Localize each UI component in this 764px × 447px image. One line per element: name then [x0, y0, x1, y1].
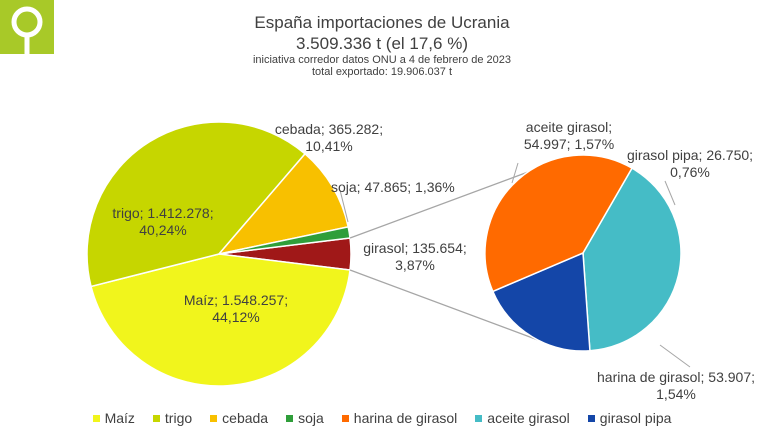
legend-label: soja	[298, 410, 324, 426]
legend-label: cebada	[222, 410, 269, 426]
leader-line-soja	[339, 189, 349, 223]
leader-line-aceite-girasol	[511, 162, 519, 184]
legend: Maíz trigo cebada soja harina de girasol acei…	[0, 410, 764, 426]
legend-label: harina de girasol	[353, 410, 458, 426]
legend-swatch	[210, 414, 218, 422]
legend-swatch	[286, 414, 294, 422]
legend-item-aceite-girasol: aceite girasol	[475, 410, 570, 426]
logo-icon	[11, 6, 43, 54]
legend-item-harina-de-girasol: harina de girasol	[341, 410, 458, 426]
legend-label: Maíz	[104, 410, 135, 426]
slice-maiz	[90, 253, 351, 387]
data-label-girasol: girasol; 135.654; 3,87%	[363, 240, 467, 273]
legend-item-maiz: Maíz	[92, 410, 135, 426]
legend-item-girasol-pipa: girasol pipa	[587, 410, 672, 426]
slice-girasol-pipa	[491, 251, 591, 352]
chart-note-1: iniciativa corredor datos ONU a 4 de feb…	[252, 54, 512, 66]
chart-titles: España importaciones de Ucrania 3.509.33…	[0, 12, 764, 78]
chart-note-2: total exportado: 19.906.037 t	[311, 66, 453, 78]
data-label-cebada: cebada; 365.282; 10,41%	[275, 121, 383, 154]
slice-cebada	[216, 152, 350, 256]
data-label-maiz: Maíz; 1.548.257; 44,12%	[184, 292, 288, 325]
legend-label: trigo	[164, 410, 193, 426]
legend-label: girasol pipa	[599, 410, 672, 426]
legend-item-trigo: trigo	[152, 410, 193, 426]
legend-swatch	[152, 414, 160, 422]
slice-aceite-girasol	[582, 167, 682, 352]
data-label-girasol-pipa: girasol pipa; 26.750; 0,76%	[627, 147, 753, 180]
slice-trigo	[86, 121, 307, 288]
legend-swatch	[341, 414, 349, 422]
connector-line-bottom	[349, 269, 539, 341]
legend-swatch	[92, 414, 100, 422]
leader-line-girasol-pipa	[664, 180, 676, 206]
logo	[0, 0, 54, 54]
data-label-harina-de-girasol: harina de girasol; 53.907; 1,54%	[597, 369, 755, 402]
data-label-soja: soja; 47.865; 1,36%	[331, 179, 455, 195]
legend-swatch	[587, 414, 595, 422]
chart-subtitle: 3.509.336 t (el 17,6 %)	[295, 34, 468, 53]
data-label-trigo: trigo; 1.412.278; 40,24%	[112, 205, 213, 238]
leader-line-harina-de-girasol	[659, 344, 691, 368]
legend-item-soja: soja	[286, 410, 324, 426]
legend-swatch	[475, 414, 483, 422]
legend-item-cebada: cebada	[210, 410, 268, 426]
connector-line-top	[349, 171, 529, 239]
legend-label: aceite girasol	[487, 410, 570, 426]
slice-harina-de-girasol	[484, 154, 634, 293]
data-label-aceite-girasol: aceite girasol; 54.997; 1,57%	[524, 119, 614, 152]
chart-title: España importaciones de Ucrania	[254, 13, 510, 32]
